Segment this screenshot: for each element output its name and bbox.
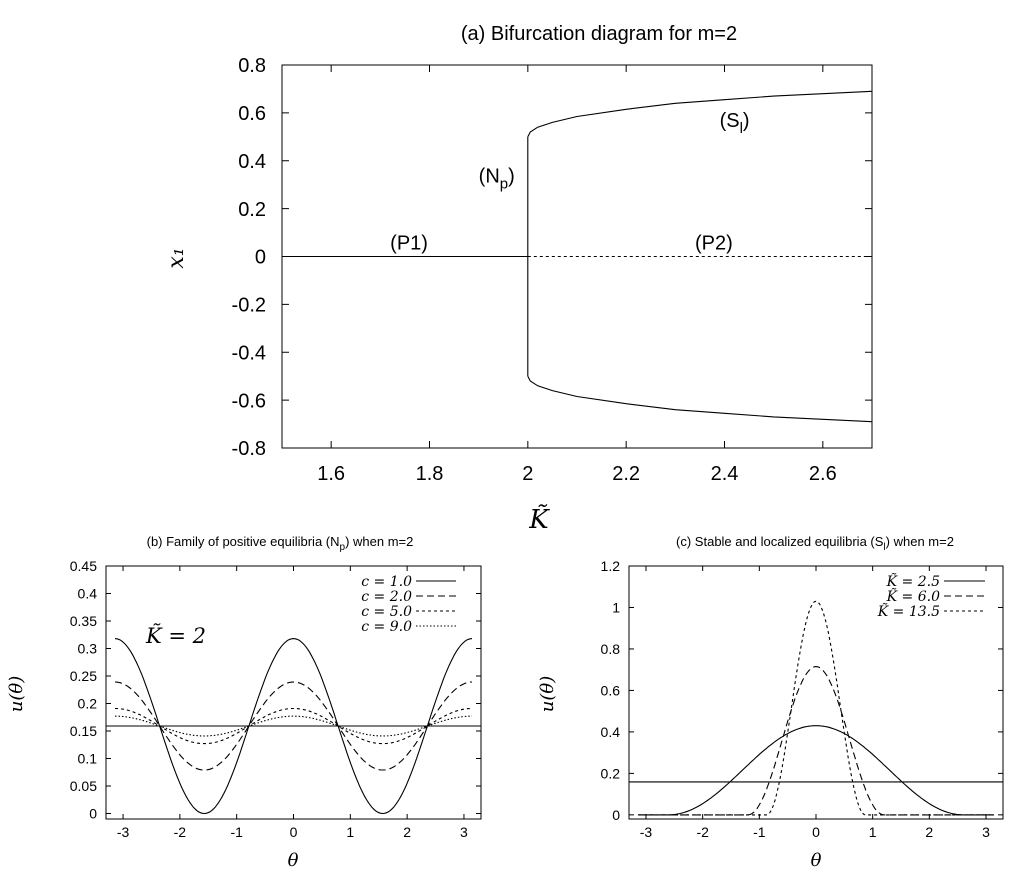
x-tick-label: -1 (230, 824, 243, 840)
y-tick-label: 0.6 (238, 103, 266, 125)
x-tick-label: 2.2 (612, 463, 640, 485)
y-tick-label: -0.8 (232, 438, 266, 460)
x-tick-label: 3 (460, 824, 468, 840)
x-tick-label: -2 (174, 824, 187, 840)
y-tick-label: 0.8 (238, 55, 266, 77)
legend-label: c = 1.0 (361, 574, 412, 590)
chart-c-x-label: θ (811, 850, 822, 871)
series-line-2 (638, 600, 994, 816)
y-tick-label: 0.6 (601, 682, 621, 698)
x-tick-label: 3 (982, 824, 990, 840)
y-tick-label: 0 (612, 807, 620, 823)
x-tick-label: 1 (869, 824, 877, 840)
y-tick-label: 0.45 (70, 558, 97, 574)
y-tick-label: 0.2 (238, 199, 266, 221)
y-tick-label: 1.2 (601, 558, 621, 574)
y-tick-label: 0.15 (70, 723, 97, 739)
x-tick-label: -2 (696, 824, 709, 840)
x-tick-label: 2 (925, 824, 933, 840)
x-tick-label: 0 (812, 824, 820, 840)
y-tick-label: 0.2 (78, 696, 98, 712)
y-tick-label: 0.2 (601, 765, 621, 781)
chart-c-title: (c) Stable and localized equilibria (Sl)… (676, 534, 954, 553)
x-tick-label: 2 (522, 463, 533, 485)
series-line-0 (638, 725, 994, 816)
x-tick-label: 2 (403, 824, 411, 840)
y-tick-label: 0.1 (78, 751, 98, 767)
x-tick-label: 0 (290, 824, 298, 840)
x-tick-label: 1 (346, 824, 354, 840)
legend-label: c = 9.0 (361, 619, 412, 635)
y-tick-label: -0.6 (232, 390, 266, 412)
series-line-2 (115, 707, 472, 745)
x-tick-label: -1 (753, 824, 766, 840)
y-tick-label: 0.3 (78, 641, 98, 657)
chart-c-plot-frame (628, 565, 1004, 820)
chart-panel-a: (a) Bifurcation diagram for m=2 1.6 1.8 2 2… (164, 23, 873, 535)
chart-b-title: (b) Family of positive equilibria (Np) w… (147, 534, 414, 553)
chart-b-annotation: K̃ = 2 (145, 624, 206, 648)
y-tick-label: -0.2 (232, 295, 266, 317)
series-line-1 (638, 666, 994, 816)
chart-c-y-label: u(θ) (537, 676, 558, 712)
y-tick-label: 0 (255, 247, 266, 269)
legend-label: K̃ = 2.5 (886, 572, 940, 590)
chart-panel-b: (b) Family of positive equilibria (Np) w… (6, 534, 482, 871)
legend-label: c = 2.0 (361, 589, 412, 605)
y-tick-label: 0.8 (601, 641, 621, 657)
branch-label: (Np) (479, 165, 515, 192)
chart-a-y-label: x₁ (164, 247, 189, 268)
branch-line-3 (527, 90, 873, 138)
x-tick-label: 1.6 (317, 463, 345, 485)
chart-a-title: (a) Bifurcation diagram for m=2 (461, 23, 737, 45)
branch-line-4 (527, 375, 873, 423)
x-tick-label: 2.4 (711, 463, 739, 485)
y-tick-label: 0 (89, 806, 97, 822)
chart-b-y-label: u(θ) (6, 676, 27, 712)
y-tick-label: 0.05 (70, 778, 97, 794)
legend-label: K̃ = 13.5 (877, 602, 940, 620)
series-line-1 (114, 681, 473, 771)
series-line-0 (114, 638, 473, 815)
x-tick-label: -3 (117, 824, 130, 840)
y-tick-label: 0.25 (70, 668, 97, 684)
chart-b-plot-frame (105, 565, 482, 820)
legend-label: K̃ = 6.0 (886, 587, 940, 605)
branch-label: (P1) (390, 232, 428, 254)
branch-label: (Sl) (720, 110, 750, 137)
chart-b-x-label: θ (288, 850, 299, 871)
y-tick-label: -0.4 (232, 342, 266, 364)
branch-label: (P2) (695, 232, 733, 254)
x-tick-label: 1.8 (416, 463, 444, 485)
chart-panel-c: (c) Stable and localized equilibria (Sl)… (537, 534, 1004, 871)
y-tick-label: 0.4 (601, 724, 621, 740)
x-tick-label: 2.6 (809, 463, 837, 485)
y-tick-label: 0.4 (78, 586, 98, 602)
y-tick-label: 0.35 (70, 613, 97, 629)
y-tick-label: 0.4 (238, 151, 266, 173)
legend-label: c = 5.0 (361, 604, 412, 620)
chart-a-x-label: K̃ (528, 504, 550, 535)
x-tick-label: -3 (640, 824, 653, 840)
y-tick-label: 1 (612, 600, 620, 616)
